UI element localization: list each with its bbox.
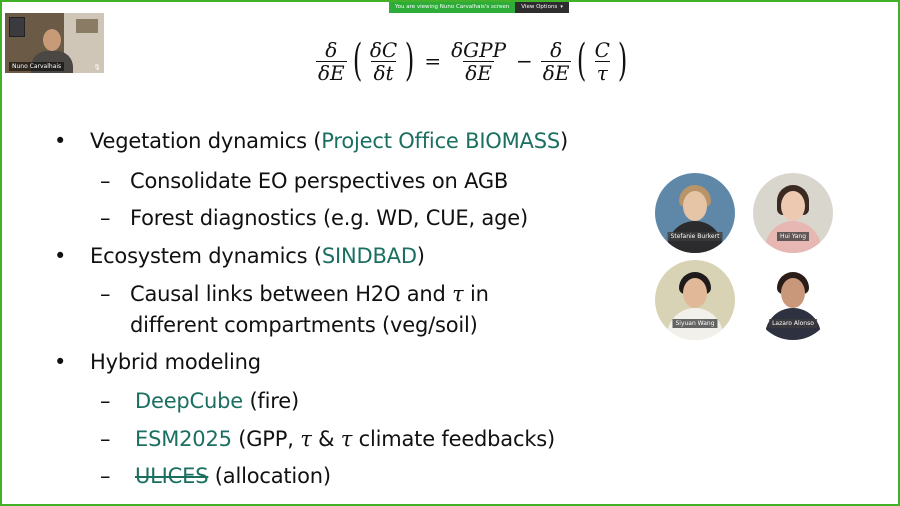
- mic-icon: 🎙: [93, 64, 101, 71]
- fraction-lhs: δ δE: [316, 37, 347, 85]
- sub-bullet-causal-line2: different compartments (veg/soil): [130, 313, 478, 337]
- link-project-office-biomass[interactable]: Project Office BIOMASS: [321, 129, 560, 153]
- self-video-tile[interactable]: Nuno Carvalhais 🎙: [5, 13, 104, 73]
- view-options-button[interactable]: View Options ▾: [515, 2, 569, 13]
- dash-marker: –: [100, 389, 111, 413]
- bullet-vegetation: Vegetation dynamics (Project Office BIOM…: [90, 129, 568, 153]
- sub-bullet-causal: Causal links between H2O and τ in: [130, 282, 489, 306]
- dash-marker: –: [100, 464, 111, 488]
- link-deepcube[interactable]: DeepCube: [135, 389, 243, 413]
- view-options-label: View Options: [521, 4, 558, 10]
- fraction-inner: δC δt: [369, 37, 398, 85]
- dash-marker: –: [100, 427, 111, 451]
- bullet-ecosystem: Ecosystem dynamics (SINDBAD): [90, 244, 425, 268]
- participant-photo: Hui Yang: [753, 173, 833, 253]
- participant-photo: Siyuan Wang: [655, 260, 735, 340]
- viewing-screen-label: You are viewing Nuno Carvalhais's screen: [389, 2, 516, 13]
- link-ulices[interactable]: ULICES: [135, 464, 209, 488]
- sub-bullet-forest: Forest diagnostics (e.g. WD, CUE, age): [130, 206, 528, 230]
- sub-bullet-ulices: ULICES (allocation): [135, 464, 331, 488]
- sub-bullet-deepcube: DeepCube (fire): [135, 389, 299, 413]
- participant-name: Siyuan Wang: [672, 319, 718, 328]
- participant-name: Nuno Carvalhais: [9, 62, 65, 71]
- fraction-rhs2: δ δE: [540, 37, 572, 85]
- dash-marker: –: [100, 282, 111, 306]
- bullet-marker: •: [54, 244, 67, 268]
- sub-bullet-eo: Consolidate EO perspectives on AGB: [130, 169, 509, 193]
- participant-name: Hui Yang: [776, 232, 810, 241]
- link-sindbad[interactable]: SINDBAD: [321, 244, 417, 268]
- equation: δ δE ( δC δt ) = δGPP δE − δ δE ( C τ ): [316, 35, 628, 86]
- dash-marker: –: [100, 206, 111, 230]
- fraction-gpp: δGPP δE: [451, 37, 507, 85]
- participant-name: Lazaro Alonso: [769, 319, 817, 328]
- participant-photo: Lazaro Alonso: [753, 260, 833, 340]
- bullet-marker: •: [54, 129, 67, 153]
- participant-photo: Stefanie Burkert: [655, 173, 735, 253]
- bullet-marker: •: [54, 350, 67, 374]
- dash-marker: –: [100, 169, 111, 193]
- link-esm2025[interactable]: ESM2025: [135, 427, 232, 451]
- fraction-c-tau: C τ: [594, 37, 610, 85]
- sub-bullet-esm2025: ESM2025 (GPP, τ & τ climate feedbacks): [135, 427, 556, 451]
- participant-name: Stefanie Burkert: [667, 232, 723, 241]
- chevron-down-icon: ▾: [560, 4, 563, 10]
- bullet-hybrid: Hybrid modeling: [90, 350, 261, 374]
- avatar: [43, 29, 61, 51]
- share-banner: You are viewing Nuno Carvalhais's screen…: [389, 2, 569, 13]
